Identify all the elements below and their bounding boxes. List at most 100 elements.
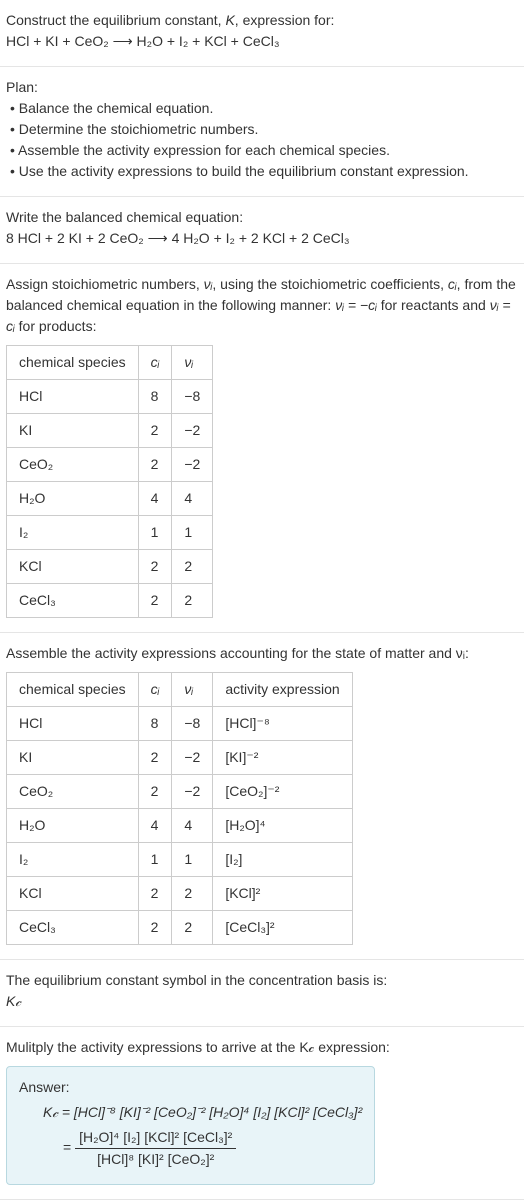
cell: −8 bbox=[172, 380, 213, 414]
activity-table: chemical species cᵢ νᵢ activity expressi… bbox=[6, 672, 353, 945]
cell: 2 bbox=[138, 448, 172, 482]
cell: 8 bbox=[138, 380, 172, 414]
cell: 2 bbox=[172, 877, 213, 911]
cell: 1 bbox=[138, 516, 172, 550]
answer-denominator: [HCl]⁸ [KI]² [CeO₂]² bbox=[75, 1149, 236, 1170]
multiply-title: Mulitply the activity expressions to arr… bbox=[6, 1037, 518, 1058]
plan-section: Plan: • Balance the chemical equation. •… bbox=[0, 67, 524, 197]
cell: [KCl]² bbox=[213, 877, 352, 911]
table-header: cᵢ bbox=[138, 673, 172, 707]
cell: 1 bbox=[172, 516, 213, 550]
plan-item: • Use the activity expressions to build … bbox=[10, 161, 518, 182]
answer-numerator: [H₂O]⁴ [I₂] [KCl]² [CeCl₃]² bbox=[75, 1127, 236, 1149]
cell: 4 bbox=[172, 809, 213, 843]
cell: 2 bbox=[172, 911, 213, 945]
table-row: HCl8−8 bbox=[7, 380, 213, 414]
table-header-row: chemical species cᵢ νᵢ bbox=[7, 346, 213, 380]
table-row: CeCl₃22 bbox=[7, 584, 213, 618]
cell: H₂O bbox=[7, 809, 139, 843]
balanced-section: Write the balanced chemical equation: 8 … bbox=[0, 197, 524, 264]
table-row: H₂O44 bbox=[7, 482, 213, 516]
header-text1: Construct the equilibrium constant, bbox=[6, 12, 225, 28]
stoich-text: for products: bbox=[15, 318, 97, 334]
cell: [CeCl₃]² bbox=[213, 911, 352, 945]
cell: −2 bbox=[172, 414, 213, 448]
cell: 4 bbox=[138, 482, 172, 516]
plan-item: • Assemble the activity expression for e… bbox=[10, 140, 518, 161]
stoich-text: for reactants and bbox=[377, 297, 490, 313]
multiply-section: Mulitply the activity expressions to arr… bbox=[0, 1027, 524, 1200]
table-row: KCl22 bbox=[7, 550, 213, 584]
cell: CeO₂ bbox=[7, 775, 139, 809]
kc-symbol: K𝒸 bbox=[6, 991, 518, 1012]
cell: 2 bbox=[138, 550, 172, 584]
cell: 2 bbox=[138, 414, 172, 448]
table-header-row: chemical species cᵢ νᵢ activity expressi… bbox=[7, 673, 353, 707]
answer-line2: = [H₂O]⁴ [I₂] [KCl]² [CeCl₃]² [HCl]⁸ [KI… bbox=[19, 1127, 362, 1170]
cell: 4 bbox=[138, 809, 172, 843]
stoich-c: cᵢ bbox=[448, 276, 457, 292]
balanced-equation: 8 HCl + 2 KI + 2 CeO₂ ⟶ 4 H₂O + I₂ + 2 K… bbox=[6, 228, 518, 249]
cell: 2 bbox=[172, 550, 213, 584]
cell: KCl bbox=[7, 550, 139, 584]
cell: [HCl]⁻⁸ bbox=[213, 707, 352, 741]
cell: −2 bbox=[172, 775, 213, 809]
stoich-text: , using the stoichiometric coefficients, bbox=[212, 276, 448, 292]
table-row: HCl8−8[HCl]⁻⁸ bbox=[7, 707, 353, 741]
cell: −2 bbox=[172, 741, 213, 775]
answer-line1: K𝒸 = [HCl]⁻⁸ [KI]⁻² [CeO₂]⁻² [H₂O]⁴ [I₂]… bbox=[19, 1102, 362, 1123]
cell: 8 bbox=[138, 707, 172, 741]
answer-eq1: K𝒸 = [HCl]⁻⁸ [KI]⁻² [CeO₂]⁻² [H₂O]⁴ [I₂]… bbox=[43, 1104, 362, 1120]
header-text1b: , expression for: bbox=[235, 12, 335, 28]
table-header: νᵢ bbox=[172, 346, 213, 380]
cell: HCl bbox=[7, 380, 139, 414]
cell: [H₂O]⁴ bbox=[213, 809, 352, 843]
stoich-intro: Assign stoichiometric numbers, νᵢ, using… bbox=[6, 274, 518, 337]
stoich-text: Assign stoichiometric numbers, bbox=[6, 276, 204, 292]
cell: KI bbox=[7, 414, 139, 448]
table-header: chemical species bbox=[7, 673, 139, 707]
plan-item: • Determine the stoichiometric numbers. bbox=[10, 119, 518, 140]
header-K: K bbox=[225, 12, 234, 28]
header-line1: Construct the equilibrium constant, K, e… bbox=[6, 10, 518, 31]
cell: [CeO₂]⁻² bbox=[213, 775, 352, 809]
kc-title: The equilibrium constant symbol in the c… bbox=[6, 970, 518, 991]
cell: 4 bbox=[172, 482, 213, 516]
cell: CeCl₃ bbox=[7, 584, 139, 618]
cell: KI bbox=[7, 741, 139, 775]
cell: 2 bbox=[138, 911, 172, 945]
cell: 2 bbox=[138, 775, 172, 809]
plan-title: Plan: bbox=[6, 77, 518, 98]
cell: −2 bbox=[172, 448, 213, 482]
stoich-table: chemical species cᵢ νᵢ HCl8−8 KI2−2 CeO₂… bbox=[6, 345, 213, 618]
table-row: KI2−2[KI]⁻² bbox=[7, 741, 353, 775]
table-header: cᵢ bbox=[138, 346, 172, 380]
table-header: activity expression bbox=[213, 673, 352, 707]
table-header: νᵢ bbox=[172, 673, 213, 707]
cell: CeO₂ bbox=[7, 448, 139, 482]
activity-section: Assemble the activity expressions accoun… bbox=[0, 633, 524, 960]
cell: [KI]⁻² bbox=[213, 741, 352, 775]
cell: 2 bbox=[172, 584, 213, 618]
balanced-title: Write the balanced chemical equation: bbox=[6, 207, 518, 228]
cell: 2 bbox=[138, 877, 172, 911]
cell: CeCl₃ bbox=[7, 911, 139, 945]
table-row: CeCl₃22[CeCl₃]² bbox=[7, 911, 353, 945]
cell: −8 bbox=[172, 707, 213, 741]
header-equation: HCl + KI + CeO₂ ⟶ H₂O + I₂ + KCl + CeCl₃ bbox=[6, 31, 518, 52]
cell: 1 bbox=[138, 843, 172, 877]
cell: H₂O bbox=[7, 482, 139, 516]
cell: KCl bbox=[7, 877, 139, 911]
table-row: CeO₂2−2[CeO₂]⁻² bbox=[7, 775, 353, 809]
answer-eq-prefix: = bbox=[63, 1139, 75, 1155]
table-row: KI2−2 bbox=[7, 414, 213, 448]
table-row: CeO₂2−2 bbox=[7, 448, 213, 482]
answer-box: Answer: K𝒸 = [HCl]⁻⁸ [KI]⁻² [CeO₂]⁻² [H₂… bbox=[6, 1066, 375, 1185]
table-row: H₂O44[H₂O]⁴ bbox=[7, 809, 353, 843]
kc-section: The equilibrium constant symbol in the c… bbox=[0, 960, 524, 1027]
cell: 2 bbox=[138, 741, 172, 775]
cell: I₂ bbox=[7, 843, 139, 877]
cell: 2 bbox=[138, 584, 172, 618]
header-section: Construct the equilibrium constant, K, e… bbox=[0, 0, 524, 67]
cell: HCl bbox=[7, 707, 139, 741]
